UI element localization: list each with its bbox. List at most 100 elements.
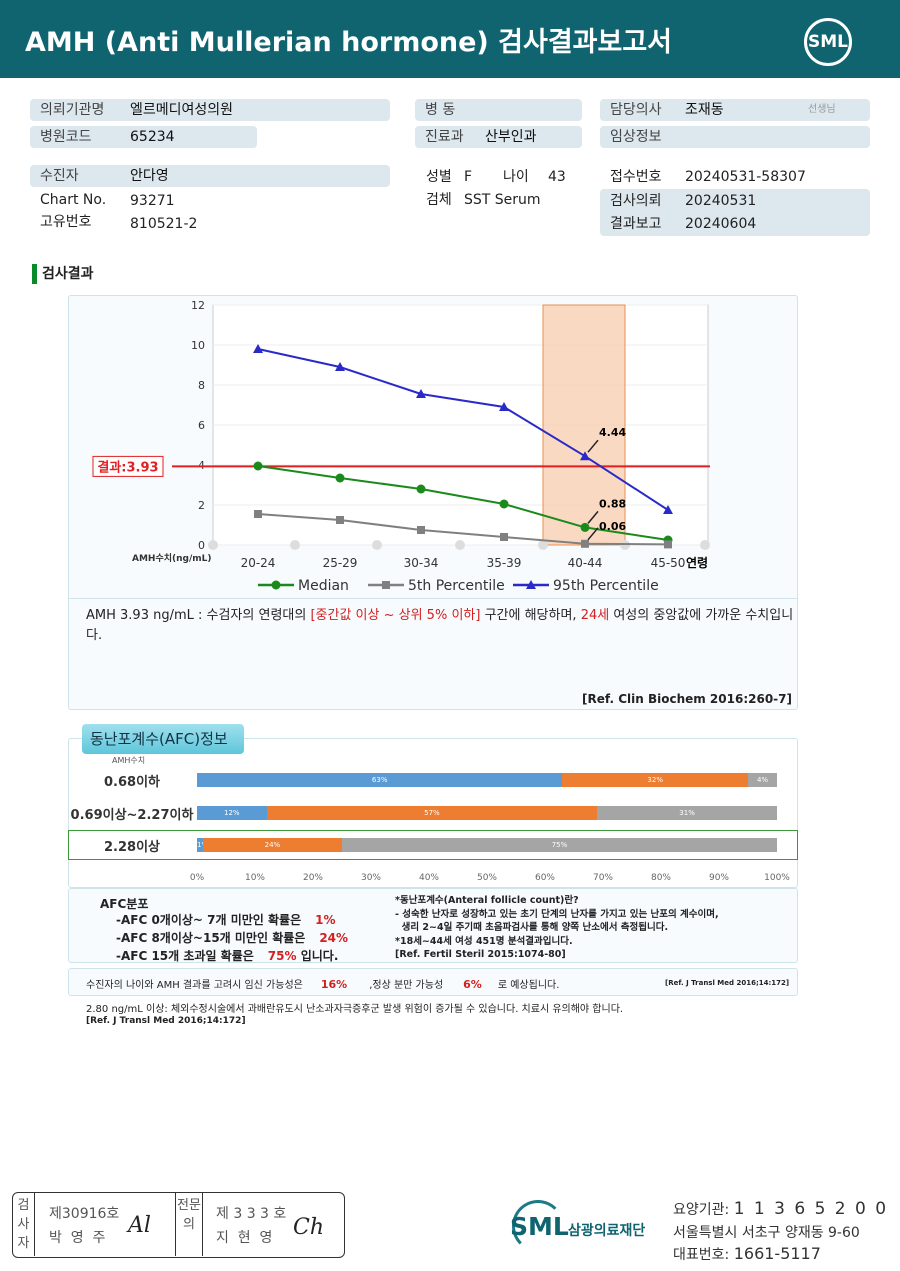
series-95th-percentile [253, 344, 673, 514]
afc-x-tick: 100% [764, 873, 790, 883]
p95-point [526, 580, 536, 589]
afc-dist-item: -AFC 15개 초과일 확률은 75% 입니다. [116, 949, 339, 963]
x-tick-label: 30-34 [404, 556, 439, 570]
department-field: 진료과 산부인과 [415, 126, 582, 148]
afc-x-tick: 40% [418, 873, 439, 883]
afc-bar-segment: 63% [197, 773, 563, 787]
result-label-box [92, 455, 164, 477]
data-label: 0.06 [599, 520, 626, 533]
tester-name: 박 영 주 [49, 1230, 106, 1246]
specialist-label: 전문의 [175, 1193, 203, 1256]
highlight-band [542, 304, 626, 546]
report-title: AMH (Anti Mullerian hormone) 검사결과보고서 [25, 27, 673, 58]
median-point [271, 580, 281, 590]
highlighted-row-frame [68, 830, 798, 860]
footer-logo: SML [510, 1212, 569, 1241]
afc-bar-segment: 1% [197, 838, 208, 852]
interpretation-text: AMH 3.93 ng/mL : 수검자의 연령대의 [중간값 이상 ~ 상위 … [86, 608, 794, 643]
median-point [253, 461, 263, 471]
sex-value: F [464, 169, 473, 185]
afc-x-tick: 10% [244, 873, 265, 883]
y-tick-label: 2 [198, 499, 205, 512]
date-box [600, 189, 870, 236]
warning-text: 2.80 ng/mL 이상: 체외수정시술에서 과배란유도시 난소과자극증후군 … [86, 1004, 624, 1015]
receipt-no-label: 접수번호 [610, 169, 662, 185]
p95-point [335, 362, 345, 371]
median-point [416, 484, 426, 494]
median-point [580, 522, 590, 532]
specimen-value: SST Serum [464, 192, 541, 208]
series-line [257, 513, 669, 546]
median-point [499, 499, 509, 509]
median-point [335, 473, 345, 483]
p5-point [254, 510, 262, 518]
p5-point [500, 533, 508, 541]
footer-code: 요양기관: 1 1 3 6 5 2 0 0 [673, 1199, 889, 1219]
pregnancy-panel [68, 968, 798, 996]
y-tick-label: 10 [191, 339, 205, 352]
annotation-arrow [587, 527, 599, 541]
afc-axis-label: AMH수치 [112, 756, 146, 765]
warning-ref: [Ref. J Transl Med 2016;14:172] [86, 1016, 246, 1026]
result-label: 결과:3.93 [97, 459, 158, 475]
p5-point [417, 526, 425, 534]
afc-x-tick: 30% [360, 873, 381, 883]
afc-dist-item: -AFC 0개이상~ 7개 미만인 확률은 1% [116, 913, 336, 927]
specialist-name: 지 현 영 [216, 1230, 273, 1246]
y-tick-label: 8 [198, 379, 205, 392]
series-line [257, 465, 669, 541]
afc-dist-panel [68, 888, 798, 963]
receipt-no-value: 20240531-58307 [685, 169, 806, 185]
patient-field: 수진자 안다영 [30, 165, 390, 187]
signature-box: 검사자 제30916호 박 영 주 Al 전문의 제 3 3 3 호 지 현 영… [12, 1192, 345, 1258]
series-line [257, 348, 669, 511]
afc-note: *동난포계수(Anteral follicle count)란? - 성숙한 난자… [395, 895, 719, 960]
report-date-label: 결과보고 [610, 216, 662, 232]
request-date-value: 20240531 [685, 193, 757, 209]
x-minor-dot [208, 540, 218, 550]
x-tick-label: 25-29 [323, 556, 358, 570]
afc-title: 동난포계수(AFC)정보 [82, 724, 244, 754]
p95-point [253, 344, 263, 353]
chart-no-label: Chart No. [40, 192, 107, 208]
afc-row-label: 0.68이하 [104, 775, 160, 790]
data-label: 0.88 [599, 497, 626, 510]
footer-org: 삼광의료재단 [568, 1223, 646, 1239]
series-5th-percentile [254, 510, 672, 549]
afc-bar-segment: 24% [202, 838, 342, 852]
afc-bar-segment: 12% [197, 806, 267, 820]
legend-label: Median [298, 578, 349, 594]
x-minor-dot [290, 540, 300, 550]
specialist-signature: Ch [293, 1215, 325, 1240]
unique-no-value: 810521-2 [130, 216, 198, 232]
afc-bar-segment: 31% [597, 806, 777, 820]
afc-x-tick: 80% [650, 873, 671, 883]
x-minor-dot [372, 540, 382, 550]
y-tick-label: 12 [191, 299, 205, 312]
afc-bar-segment: 75% [342, 838, 777, 852]
age-label: 나이 [503, 169, 529, 185]
sml-logo: SML [804, 18, 852, 66]
afc-x-tick: 90% [708, 873, 729, 883]
series-median [253, 461, 673, 545]
p95-point [663, 505, 673, 514]
tester-no: 제30916호 [49, 1206, 120, 1222]
afc-x-tick: 20% [302, 873, 323, 883]
y-axis-label: AMH수치(ng/mL) [132, 552, 212, 564]
afc-x-tick: 70% [592, 873, 613, 883]
report-date-value: 20240604 [685, 216, 757, 232]
p95-point [416, 389, 426, 398]
tester-label: 검사자 [13, 1193, 35, 1256]
p5-point [336, 516, 344, 524]
footer-address: 서울특별시 서초구 양재동 9-60 [673, 1225, 860, 1241]
request-date-label: 검사의뢰 [610, 193, 662, 209]
data-label: 4.44 [599, 426, 626, 439]
x-tick-label: 35-39 [487, 556, 522, 570]
footer-logo-arc [512, 1200, 564, 1252]
annotation-arrow [587, 510, 599, 524]
annotation-arrow [587, 439, 599, 453]
afc-x-tick: 50% [476, 873, 497, 883]
x-tick-label: 20-24 [241, 556, 276, 570]
y-tick-label: 0 [198, 539, 205, 552]
p95-point [580, 451, 590, 461]
